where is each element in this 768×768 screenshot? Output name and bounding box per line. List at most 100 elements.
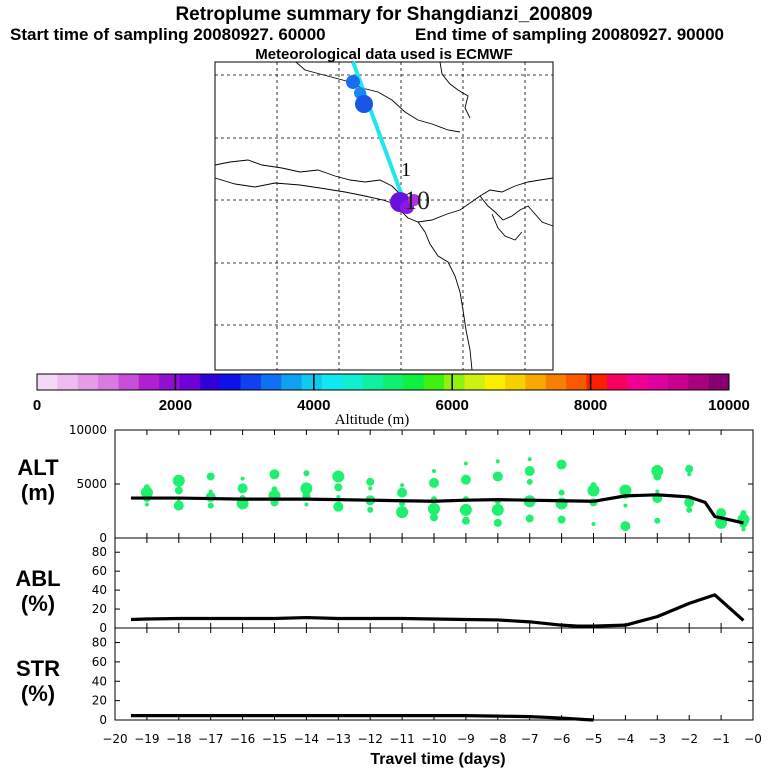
scatter-point xyxy=(590,482,597,489)
colorbar-tick-label: 6000 xyxy=(436,397,469,414)
altitude-colorbar xyxy=(36,373,730,391)
map-frame xyxy=(214,61,554,371)
map-coastlines xyxy=(214,61,554,371)
scatter-point xyxy=(367,506,374,513)
x-tick-label: −15 xyxy=(262,732,287,746)
x-axis-label: Travel time (days) xyxy=(370,751,505,768)
x-tick-label: −11 xyxy=(389,732,414,746)
y-tick-label: 40 xyxy=(92,674,107,688)
colorbar-swatch xyxy=(179,374,201,390)
colorbar-swatch xyxy=(505,374,526,390)
panel-frame xyxy=(114,627,754,721)
scatter-point xyxy=(685,464,694,473)
colorbar-tick-label: 10000 xyxy=(708,397,750,414)
series-line xyxy=(130,593,745,628)
scatter-point xyxy=(525,514,534,523)
scatter-point xyxy=(428,502,440,515)
colorbar-swatch xyxy=(37,374,58,390)
scatter-point xyxy=(207,502,214,509)
scatter-point xyxy=(332,470,345,483)
colorbar-tick-label: 4000 xyxy=(297,397,330,414)
colorbar-tick-label: 0 xyxy=(33,397,41,414)
scatter-point xyxy=(651,465,664,478)
panel-label: ALT xyxy=(17,455,59,480)
colorbar-swatch xyxy=(321,374,343,390)
panel-str: 0 20 40 60 80 STR(%) xyxy=(16,627,754,727)
scatter-point xyxy=(527,457,532,462)
x-tick-label: −14 xyxy=(294,732,319,746)
scatter-point xyxy=(240,476,245,481)
x-tick-label: −9 xyxy=(457,732,475,746)
colorbar-swatch xyxy=(199,374,221,390)
plume-marker xyxy=(355,95,373,113)
x-tick-label: −17 xyxy=(198,732,223,746)
colorbar-swatch xyxy=(220,374,242,390)
colorbar-swatch xyxy=(159,374,180,390)
colorbar-swatch xyxy=(98,374,119,390)
scatter-point xyxy=(143,484,150,491)
map-panel: 1 10 xyxy=(214,61,554,371)
colorbar-swatch xyxy=(647,374,669,390)
scatter-point xyxy=(491,503,504,516)
scatter-point xyxy=(620,521,631,532)
colorbar-frame xyxy=(36,373,730,391)
scatter-point xyxy=(591,521,596,526)
x-tick-label: −5 xyxy=(585,732,603,746)
scatter-point xyxy=(463,461,468,466)
start-time-label: Start time of sampling 20080927. 60000 xyxy=(10,25,326,44)
scatter-point xyxy=(206,472,215,481)
scatter-point xyxy=(687,472,692,477)
scatter-point xyxy=(556,459,567,470)
x-tick-label: −10 xyxy=(421,732,446,746)
y-tick-label: 80 xyxy=(92,545,107,559)
panel-abl: 0 20 40 60 80 ABL(%) xyxy=(15,537,754,635)
colorbar-swatch xyxy=(464,374,486,390)
scatter-point xyxy=(430,513,438,522)
plume-marker xyxy=(346,75,360,89)
panel-unit-label: (%) xyxy=(21,681,55,706)
scatter-point xyxy=(460,474,471,485)
chart-title: Retroplume summary for Shangdianzi_20080… xyxy=(175,4,593,25)
colorbar-swatch xyxy=(688,374,710,390)
x-tick-label: −12 xyxy=(358,732,383,746)
colorbar-swatch xyxy=(57,374,79,390)
colorbar-swatch xyxy=(525,374,547,390)
scatter-point xyxy=(495,459,500,464)
colorbar-swatch xyxy=(260,374,282,390)
scatter-point xyxy=(173,500,184,511)
y-tick-label: 60 xyxy=(92,655,107,669)
colorbar-swatch xyxy=(138,374,160,390)
colorbar-swatch xyxy=(484,374,506,390)
y-tick-label: 0 xyxy=(99,531,107,545)
x-tick-label: −7 xyxy=(521,732,539,746)
scatter-point xyxy=(368,486,373,491)
scatter-point xyxy=(740,510,747,517)
scatter-point xyxy=(269,469,280,480)
y-tick-label: 0 xyxy=(99,621,107,635)
scatter-point xyxy=(557,515,566,524)
colorbar-swatch xyxy=(667,374,689,390)
colorbar-tick-label: 2000 xyxy=(159,397,192,414)
colorbar-swatch xyxy=(627,374,649,390)
panel-label: STR xyxy=(16,656,60,681)
scatter-point xyxy=(397,487,408,498)
colorbar-swatch xyxy=(383,374,404,390)
scatter-point xyxy=(684,497,695,508)
y-tick-label: 20 xyxy=(92,694,107,708)
y-tick-label: 20 xyxy=(92,602,107,616)
x-tick-labels: −20 −19 −18 −17 −16 −15 −14 −13 −12 −11 −10 −9 −8 −7−… xyxy=(102,732,762,746)
x-tick-label: −13 xyxy=(326,732,351,746)
colorbar-swatch xyxy=(606,374,628,390)
end-time-label: End time of sampling 20080927. 90000 xyxy=(415,25,724,44)
scatter-point xyxy=(558,489,565,496)
scatter-point xyxy=(741,527,746,532)
plume-trajectory-line xyxy=(351,61,407,205)
colorbar-tick-label: 8000 xyxy=(574,397,607,414)
series-line xyxy=(130,714,594,722)
colorbar-swatch xyxy=(586,374,608,390)
scatter-point xyxy=(459,503,472,516)
x-tick-label: −8 xyxy=(489,732,507,746)
scatter-point xyxy=(686,506,693,513)
scatter-point xyxy=(524,466,535,477)
colorbar-swatch xyxy=(281,374,303,390)
